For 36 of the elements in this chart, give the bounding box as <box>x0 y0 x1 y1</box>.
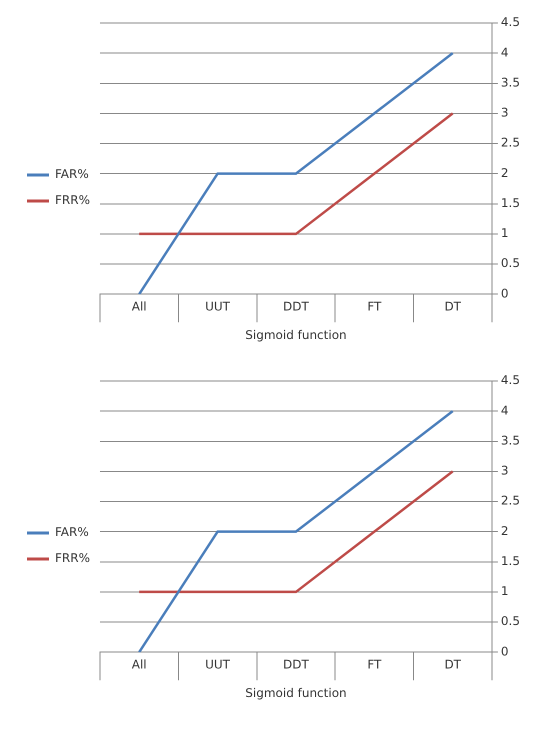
x-tick-label: DDT <box>283 658 310 672</box>
y-tick-label: 3 <box>500 464 509 478</box>
y-tick-label: 3.5 <box>500 433 520 448</box>
y-tick-label: 4.5 <box>500 373 520 388</box>
y-tick-label: 0.5 <box>500 614 520 628</box>
x-tick-label: UUT <box>205 658 231 672</box>
x-tick-label: DT <box>444 300 462 314</box>
legend-label: FAR% <box>55 525 89 540</box>
y-tick-label: 2.5 <box>500 136 520 150</box>
y-tick-label: 3 <box>500 106 509 120</box>
x-tick-label: DDT <box>283 300 310 314</box>
x-tick-label: DT <box>444 658 462 672</box>
x-tick-label: All <box>132 300 147 314</box>
y-tick-label: 1.5 <box>500 554 520 568</box>
y-tick-label: 1 <box>500 226 509 240</box>
y-tick-label: 1.5 <box>500 196 520 210</box>
legend-label: FRR% <box>55 551 90 566</box>
y-tick-label: 0.5 <box>500 256 520 270</box>
x-tick-label: UUT <box>205 300 231 314</box>
y-tick-label: 2.5 <box>500 494 520 508</box>
x-tick-label: All <box>132 658 147 672</box>
y-tick-label: 3.5 <box>500 75 520 90</box>
x-axis-title: Sigmoid function <box>245 328 347 342</box>
y-tick-label: 4.5 <box>500 15 520 30</box>
y-tick-label: 2 <box>500 524 509 538</box>
y-tick-label: 0 <box>500 286 509 300</box>
y-tick-label: 4 <box>500 45 509 60</box>
y-tick-label: 2 <box>500 166 509 180</box>
x-tick-label: FT <box>367 300 382 314</box>
legend-label: FAR% <box>55 167 89 182</box>
x-tick-label: FT <box>367 658 382 672</box>
x-axis-title: Sigmoid function <box>245 686 347 700</box>
legend-label: FRR% <box>55 193 90 208</box>
y-tick-label: 4 <box>500 403 509 418</box>
y-tick-label: 1 <box>500 584 509 598</box>
y-tick-label: 0 <box>500 644 509 658</box>
